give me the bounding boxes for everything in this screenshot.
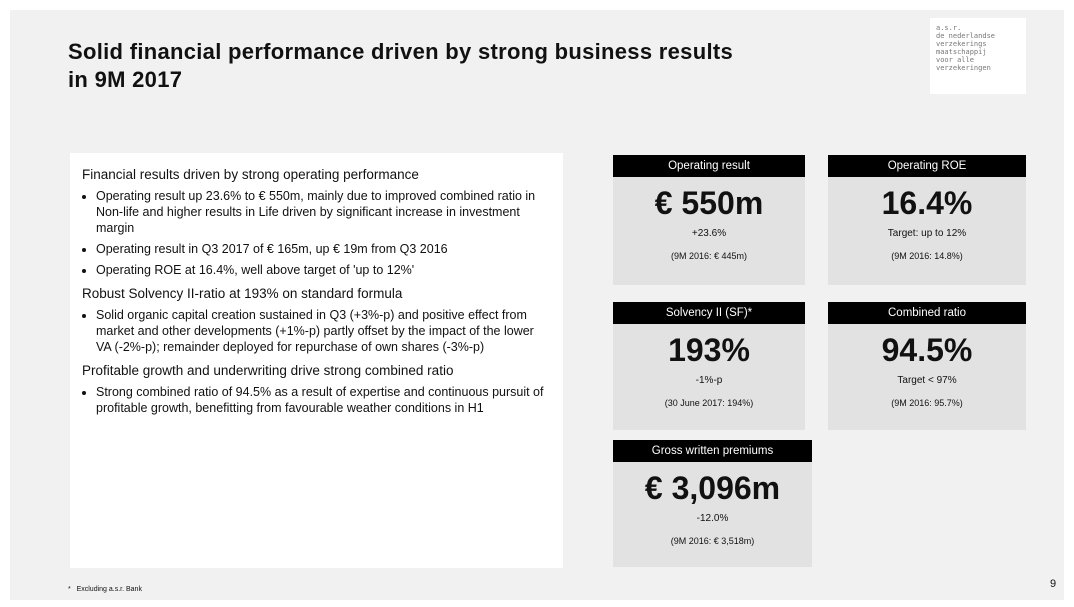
kpi-change: -12.0% bbox=[696, 513, 729, 524]
text-panel: Financial results driven by strong opera… bbox=[70, 153, 563, 568]
bullet-list: Operating result up 23.6% to € 550m, mai… bbox=[82, 188, 551, 278]
bullet: Solid organic capital creation sustained… bbox=[96, 307, 551, 355]
title-line: Solid financial performance driven by st… bbox=[68, 39, 734, 64]
kpi-value: € 3,096m bbox=[644, 470, 781, 506]
footnote-mark: * bbox=[68, 586, 71, 593]
kpi-value: 94.5% bbox=[881, 332, 973, 368]
kpi-card: Combined ratio 94.5% Target < 97% (9M 2016:… bbox=[828, 302, 1026, 430]
footnote-text: Excluding a.s.r. Bank bbox=[76, 586, 142, 593]
kpi-note: (30 June 2017: 194%) bbox=[664, 398, 754, 408]
title-line: in 9M 2017 bbox=[68, 67, 183, 92]
kpi-card: Solvency II (SF)* 193% -1%-p (30 June 2017:… bbox=[613, 302, 805, 430]
section-heading: Financial results driven by strong opera… bbox=[82, 167, 419, 182]
kpi-change: Target < 97% bbox=[897, 375, 957, 386]
logo-line: voor alle bbox=[936, 56, 974, 64]
section-heading: Robust Solvency II-ratio at 193% on stan… bbox=[82, 286, 403, 301]
kpi-value: 193% bbox=[668, 332, 750, 368]
kpi-card: Operating result € 550m +23.6% (9M 2016: € … bbox=[613, 155, 805, 285]
logo-line: maatschappij bbox=[936, 48, 987, 56]
kpi-change: -1%-p bbox=[695, 375, 723, 386]
logo: a.s.r. de nederlandse verzekerings maatscha… bbox=[930, 18, 1026, 94]
kpi-change: +23.6% bbox=[691, 228, 727, 239]
kpi-label: Operating ROE bbox=[828, 155, 1026, 177]
kpi-note: (9M 2016: 95.7%) bbox=[891, 398, 963, 408]
footnote: * Excluding a.s.r. Bank bbox=[68, 586, 142, 593]
page-number: 9 bbox=[1050, 578, 1057, 590]
bullet: Operating ROE at 16.4%, well above targe… bbox=[96, 262, 551, 278]
kpi-label: Solvency II (SF)* bbox=[613, 302, 805, 324]
bullet-list: Solid organic capital creation sustained… bbox=[82, 307, 551, 355]
kpi-card: Operating ROE 16.4% Target: up to 12% (9M 2… bbox=[828, 155, 1026, 285]
kpi-label: Combined ratio bbox=[828, 302, 1026, 324]
kpi-label: Operating result bbox=[613, 155, 805, 177]
logo-line: verzekerings bbox=[936, 40, 987, 48]
kpi-value: € 550m bbox=[654, 185, 764, 221]
kpi-card: Gross written premiums € 3,096m -12.0% (9M … bbox=[613, 440, 812, 567]
kpi-note: (9M 2016: € 3,518m) bbox=[670, 536, 755, 546]
bullet: Strong combined ratio of 94.5% as a resu… bbox=[96, 384, 551, 416]
section-heading: Profitable growth and underwriting drive… bbox=[82, 363, 454, 378]
kpi-label: Gross written premiums bbox=[613, 440, 812, 462]
bullet: Operating result up 23.6% to € 550m, mai… bbox=[96, 188, 551, 236]
kpi-value: 16.4% bbox=[881, 185, 973, 221]
logo-line: verzekeringen bbox=[936, 64, 991, 72]
kpi-change: Target: up to 12% bbox=[887, 228, 967, 239]
title: Solid financial performance driven by st… bbox=[68, 38, 733, 94]
kpi-note: (9M 2016: 14.8%) bbox=[891, 251, 963, 261]
bullet: Operating result in Q3 2017 of € 165m, u… bbox=[96, 241, 551, 257]
logo-line: de nederlandse bbox=[936, 32, 996, 40]
kpi-note: (9M 2016: € 445m) bbox=[670, 251, 748, 261]
logo-line: a.s.r. bbox=[936, 24, 962, 32]
bullet-list: Strong combined ratio of 94.5% as a resu… bbox=[82, 384, 551, 416]
